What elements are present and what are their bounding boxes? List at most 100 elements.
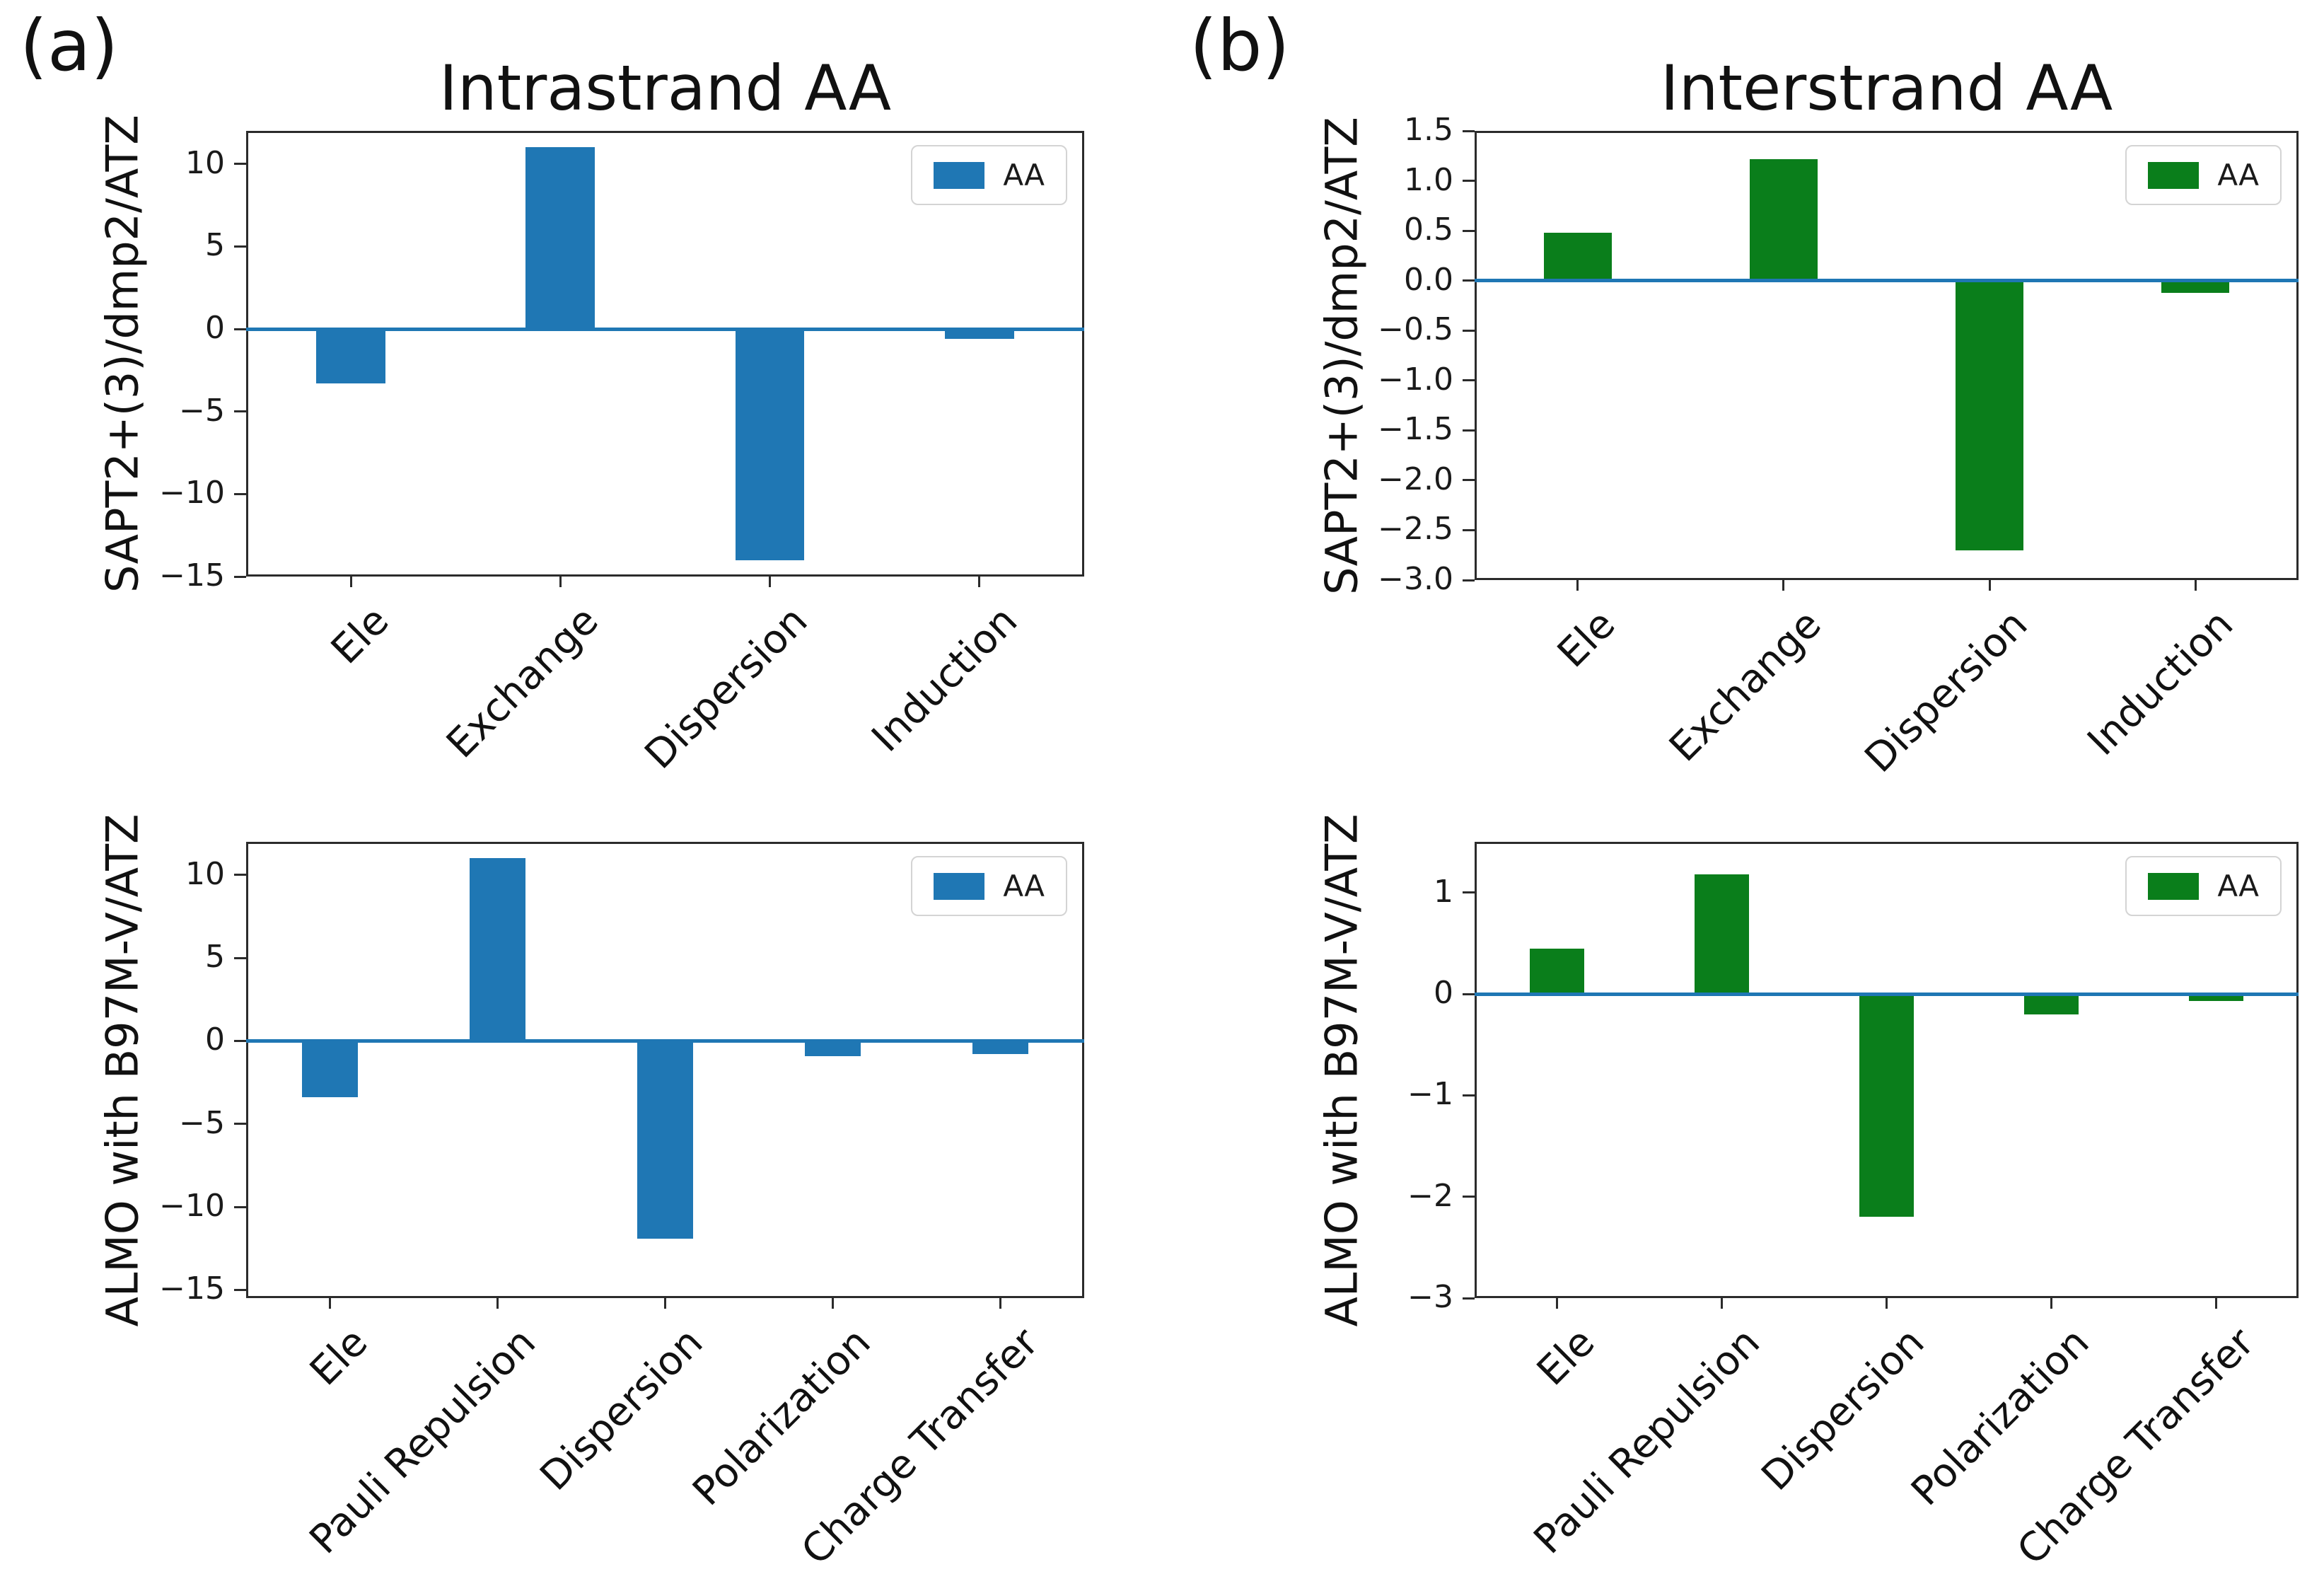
y-tick-mark	[1463, 229, 1475, 232]
chart-title: Intrastrand AA	[438, 52, 892, 125]
x-tick-label: Dispersion	[1753, 1319, 1934, 1500]
zero-axhline	[1475, 992, 2299, 996]
x-tick-label: Dispersion	[636, 598, 817, 778]
y-tick-mark	[1463, 528, 1475, 531]
x-tick-label: Exchange	[1661, 601, 1830, 771]
legend-label: AA	[1003, 158, 1045, 192]
legend-swatch	[934, 161, 985, 189]
plot-area	[1475, 131, 2299, 580]
plot-area	[246, 131, 1084, 577]
y-tick-label: 1.0	[1404, 161, 1453, 198]
x-tick-mark	[1782, 580, 1785, 591]
y-tick-mark	[1463, 1297, 1475, 1300]
y-tick-mark	[1463, 129, 1475, 132]
legend-swatch	[2148, 161, 2200, 189]
y-tick-mark	[234, 956, 246, 959]
x-tick-mark	[496, 1298, 499, 1309]
y-tick-label: −15	[159, 1271, 225, 1307]
y-tick-mark	[1463, 1094, 1475, 1096]
y-tick-label: 10	[185, 855, 225, 892]
y-tick-label: 0.0	[1404, 261, 1453, 298]
y-tick-mark	[234, 874, 246, 876]
x-tick-mark	[978, 577, 981, 587]
y-tick-label: −2	[1407, 1177, 1453, 1214]
x-tick-label: Dispersion	[1856, 601, 2037, 782]
y-tick-label: 0	[205, 1022, 225, 1058]
y-tick-label: −1.0	[1378, 361, 1453, 398]
bar-ele	[1530, 948, 1584, 994]
x-tick-label: Dispersion	[531, 1319, 712, 1500]
y-tick-mark	[1463, 891, 1475, 894]
bar-exchange	[525, 147, 595, 329]
x-tick-mark	[1576, 580, 1579, 591]
bar-polarization	[2024, 994, 2079, 1014]
y-tick-label: −1.5	[1378, 411, 1453, 448]
x-tick-mark	[329, 1298, 331, 1309]
legend: AA	[2125, 145, 2282, 205]
y-tick-label: −10	[159, 1188, 225, 1224]
chart-title: Interstrand AA	[1660, 52, 2113, 125]
y-tick-label: 0	[205, 310, 225, 346]
x-tick-mark	[999, 1298, 1001, 1309]
x-tick-label: Induction	[2079, 601, 2243, 765]
y-tick-mark	[1463, 1196, 1475, 1198]
legend-label: AA	[2217, 869, 2259, 903]
legend: AA	[911, 856, 1067, 916]
y-tick-label: −5	[179, 1104, 225, 1141]
bar-dispersion	[1859, 994, 1914, 1217]
bar-ele	[302, 1041, 358, 1098]
x-tick-mark	[832, 1298, 834, 1309]
y-tick-mark	[234, 328, 246, 330]
bar-ele	[316, 329, 385, 383]
bar-ele	[1543, 232, 1612, 281]
legend-swatch	[2148, 872, 2200, 900]
bar-pauli-repulsion	[470, 858, 525, 1041]
y-tick-label: 0	[1434, 975, 1453, 1011]
y-tick-label: −3.0	[1378, 561, 1453, 597]
x-tick-mark	[1556, 1298, 1558, 1309]
x-tick-mark	[1988, 580, 1991, 591]
y-tick-mark	[1463, 279, 1475, 282]
y-tick-label: −0.5	[1378, 311, 1453, 348]
y-tick-label: 1	[1434, 873, 1453, 910]
y-tick-mark	[1463, 429, 1475, 432]
y-tick-label: 10	[185, 144, 225, 181]
legend: AA	[911, 145, 1067, 205]
bar-exchange	[1749, 158, 1818, 281]
panel-a-label: (a)	[20, 4, 119, 87]
y-tick-label: −2.5	[1378, 511, 1453, 548]
y-tick-mark	[234, 1288, 246, 1291]
y-tick-mark	[234, 245, 246, 248]
legend-label: AA	[1003, 869, 1045, 903]
y-tick-mark	[1463, 379, 1475, 382]
x-tick-mark	[1886, 1298, 1888, 1309]
zero-axhline	[1475, 279, 2299, 283]
bar-polarization	[805, 1041, 861, 1056]
y-tick-mark	[234, 492, 246, 495]
x-tick-mark	[664, 1298, 666, 1309]
x-tick-label: Ele	[322, 598, 398, 673]
y-tick-label: 1.5	[1404, 112, 1453, 148]
y-tick-mark	[234, 1123, 246, 1125]
x-tick-label: Exchange	[437, 598, 608, 768]
y-tick-mark	[1463, 329, 1475, 332]
y-tick-label: 5	[205, 227, 225, 264]
zero-axhline	[246, 1038, 1084, 1043]
y-axis-label: SAPT2+(3)/dmp2/ATZ	[96, 115, 149, 593]
bar-dispersion	[1956, 280, 2024, 550]
legend-swatch	[934, 872, 985, 900]
y-tick-label: 0.5	[1404, 212, 1453, 248]
y-tick-mark	[1463, 579, 1475, 581]
bar-charge-transfer	[2189, 994, 2243, 1002]
y-tick-label: −2.0	[1378, 461, 1453, 497]
y-tick-mark	[1463, 180, 1475, 183]
x-tick-mark	[349, 577, 352, 587]
legend-label: AA	[2217, 158, 2259, 192]
x-tick-label: Ele	[1549, 601, 1625, 677]
y-tick-label: −5	[179, 392, 225, 429]
y-tick-mark	[234, 410, 246, 413]
y-tick-mark	[234, 163, 246, 166]
bar-induction	[2161, 280, 2230, 293]
y-tick-label: −15	[159, 557, 225, 594]
